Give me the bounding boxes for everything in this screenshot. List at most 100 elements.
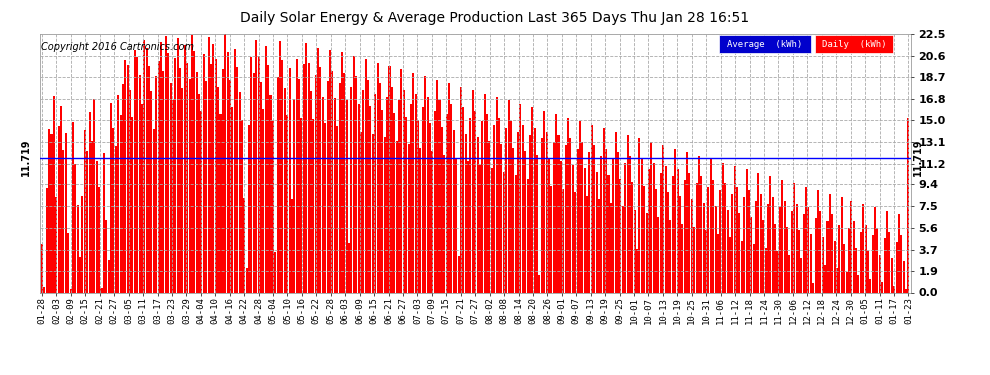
Bar: [876, 228, 878, 292]
Bar: [246, 268, 248, 292]
Bar: [267, 65, 269, 292]
Bar: [164, 36, 166, 292]
Bar: [503, 172, 505, 292]
Bar: [484, 93, 486, 292]
Bar: [364, 59, 366, 292]
Bar: [384, 137, 386, 292]
Bar: [315, 75, 317, 292]
Bar: [784, 201, 786, 292]
Bar: [874, 207, 876, 292]
Bar: [584, 168, 586, 292]
Bar: [612, 159, 614, 292]
Bar: [820, 211, 822, 292]
Bar: [244, 198, 246, 292]
Bar: [464, 134, 466, 292]
Bar: [308, 63, 310, 292]
Bar: [462, 107, 464, 292]
Bar: [572, 165, 574, 292]
Bar: [893, 286, 895, 292]
Bar: [288, 68, 290, 292]
Bar: [117, 95, 119, 292]
Bar: [647, 170, 650, 292]
Bar: [550, 186, 552, 292]
Bar: [693, 227, 695, 292]
Bar: [620, 178, 622, 292]
Bar: [888, 231, 890, 292]
Bar: [793, 183, 795, 292]
Bar: [891, 258, 893, 292]
Bar: [152, 129, 154, 292]
Bar: [652, 162, 654, 292]
Bar: [696, 183, 698, 292]
Bar: [862, 204, 864, 292]
Bar: [741, 241, 742, 292]
Bar: [681, 224, 683, 292]
Bar: [515, 175, 517, 292]
Bar: [812, 283, 814, 292]
Bar: [476, 137, 478, 292]
Bar: [329, 50, 331, 292]
Bar: [403, 90, 405, 292]
Bar: [86, 151, 88, 292]
Bar: [544, 111, 545, 292]
Bar: [352, 56, 354, 292]
Bar: [186, 63, 188, 292]
Bar: [305, 43, 307, 292]
Bar: [898, 214, 900, 292]
Bar: [781, 180, 783, 292]
Bar: [629, 156, 631, 292]
Bar: [908, 118, 910, 292]
Bar: [708, 187, 710, 292]
Bar: [808, 207, 810, 292]
Bar: [237, 67, 239, 292]
Bar: [769, 176, 771, 292]
Bar: [736, 187, 739, 292]
Bar: [686, 152, 688, 292]
Bar: [60, 106, 62, 292]
Bar: [110, 103, 112, 292]
Bar: [337, 126, 339, 292]
Bar: [832, 214, 834, 292]
Bar: [408, 144, 410, 292]
Bar: [586, 196, 588, 292]
Bar: [532, 107, 534, 292]
Bar: [650, 142, 652, 292]
Bar: [634, 210, 636, 292]
Bar: [657, 217, 659, 292]
Bar: [529, 135, 531, 292]
Bar: [429, 123, 431, 292]
Bar: [639, 138, 641, 292]
Bar: [460, 87, 462, 292]
Bar: [747, 190, 750, 292]
Bar: [884, 238, 886, 292]
Bar: [508, 100, 510, 292]
Bar: [410, 104, 412, 292]
Bar: [539, 275, 541, 292]
Bar: [284, 88, 286, 292]
Bar: [455, 158, 457, 292]
Bar: [157, 62, 159, 292]
Bar: [512, 148, 514, 292]
Bar: [772, 197, 774, 292]
Bar: [93, 99, 95, 292]
Bar: [624, 162, 626, 292]
Bar: [300, 118, 303, 292]
Bar: [615, 132, 617, 292]
Bar: [169, 83, 171, 292]
Bar: [691, 200, 693, 292]
Bar: [864, 225, 866, 292]
Bar: [752, 244, 754, 292]
Bar: [857, 275, 859, 292]
Bar: [839, 225, 841, 292]
Bar: [667, 192, 669, 292]
Bar: [212, 44, 215, 292]
Bar: [757, 173, 759, 292]
Bar: [698, 156, 700, 292]
Bar: [391, 87, 393, 292]
Bar: [148, 66, 150, 292]
Bar: [722, 162, 724, 292]
Bar: [605, 149, 607, 292]
Bar: [598, 200, 600, 292]
Bar: [732, 194, 734, 292]
Bar: [610, 203, 612, 292]
